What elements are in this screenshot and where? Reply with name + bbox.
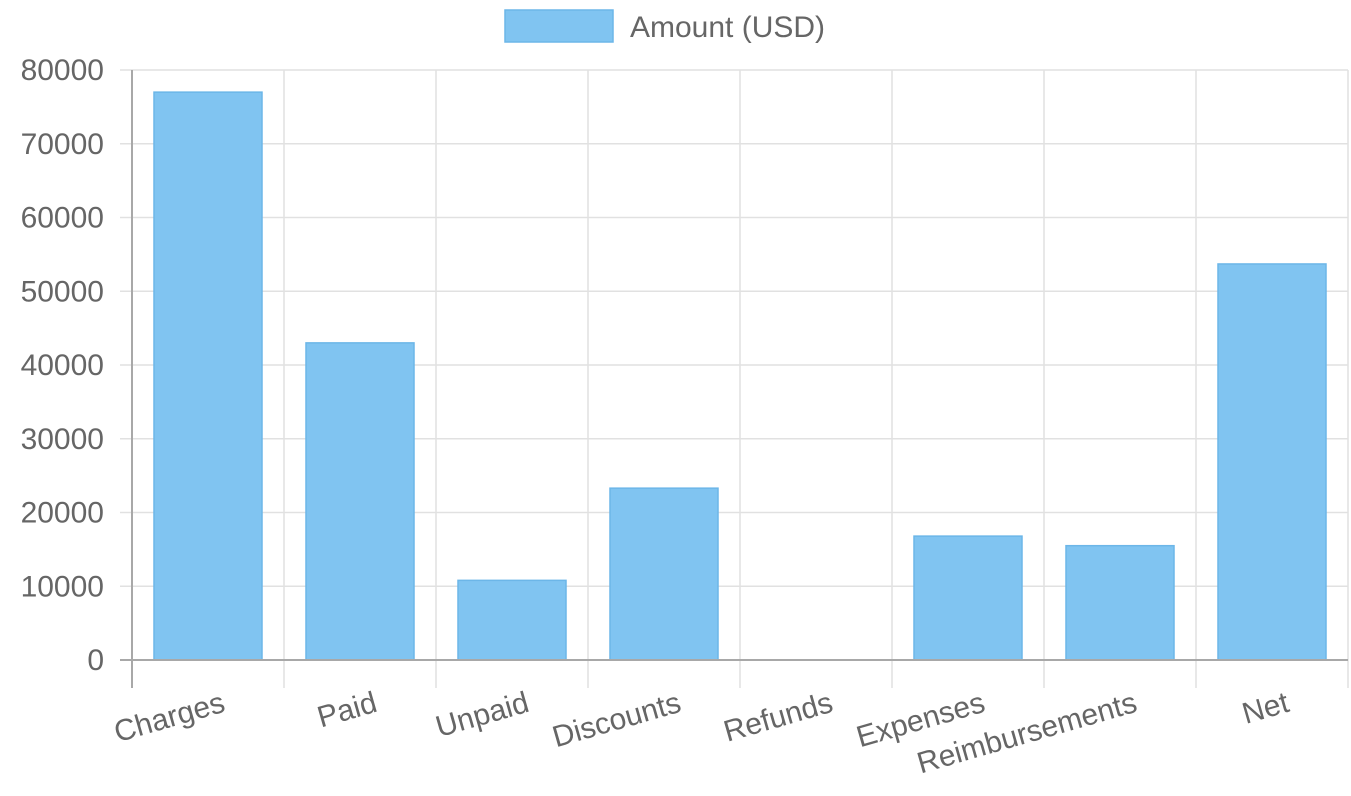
y-tick-label: 40000 [21, 349, 104, 382]
y-tick-label: 0 [87, 644, 104, 677]
bar-discounts[interactable] [609, 487, 719, 661]
legend-swatch[interactable] [504, 9, 614, 43]
x-tick-label: Paid [314, 686, 381, 734]
y-tick-label: 50000 [21, 275, 104, 308]
bar-expenses[interactable] [913, 535, 1023, 661]
y-tick-label: 70000 [21, 128, 104, 161]
bar-charges[interactable] [153, 91, 263, 661]
bar-unpaid[interactable] [457, 579, 567, 661]
x-tick-labels: Charges Paid Unpaid Discounts Refunds Expense… [110, 686, 1293, 780]
bar-reimbursements[interactable] [1065, 544, 1175, 661]
x-tick-label: Discounts [549, 686, 685, 754]
legend[interactable]: Amount (USD) [504, 9, 825, 44]
x-tick-label: Refunds [720, 686, 837, 749]
legend-label[interactable]: Amount (USD) [630, 11, 825, 44]
x-tick-label: Net [1239, 686, 1294, 731]
y-tick-labels: 0 10000 20000 30000 40000 50000 60000 70000 8000… [21, 54, 104, 677]
y-tick-label: 30000 [21, 423, 104, 456]
bar-net[interactable] [1217, 263, 1327, 661]
bar-paid[interactable] [305, 342, 415, 661]
y-tick-label: 10000 [21, 570, 104, 603]
y-tick-label: 80000 [21, 54, 104, 87]
x-tick-label: Unpaid [432, 686, 532, 744]
axes [120, 69, 1349, 688]
bars [153, 91, 1327, 661]
y-tick-label: 60000 [21, 202, 104, 235]
y-tick-label: 20000 [21, 497, 104, 530]
x-tick-label: Charges [110, 686, 228, 749]
